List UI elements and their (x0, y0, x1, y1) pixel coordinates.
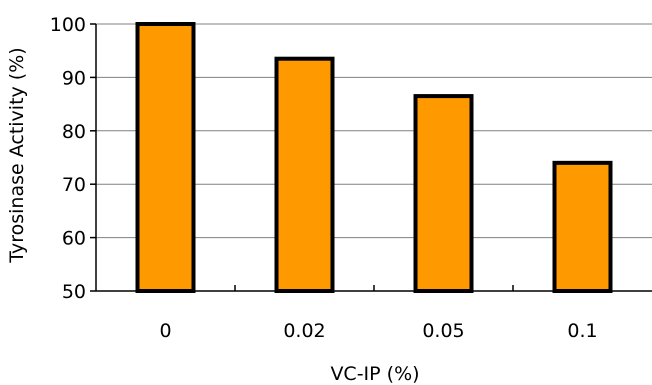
x-tick-label: 0.05 (422, 320, 464, 342)
x-tick-label: 0.02 (283, 320, 325, 342)
axes (90, 23, 652, 292)
y-tick-label: 70 (62, 174, 86, 196)
y-tick-label: 60 (62, 228, 86, 250)
bar-0 (135, 22, 196, 293)
x-tick-label: 0.1 (567, 320, 597, 342)
bars (135, 22, 613, 293)
y-tick-label: 80 (62, 121, 86, 143)
x-axis-label: VC-IP (%) (330, 363, 419, 385)
y-tick-labels: 50 60 70 80 90 100 (50, 14, 86, 303)
bar-0.02 (274, 56, 335, 293)
bar-0.05 (413, 94, 474, 293)
y-tick-label: 100 (50, 14, 86, 36)
y-tick-label: 90 (62, 67, 86, 89)
y-axis-label: Tyrosinase Activity (%) (6, 47, 28, 263)
y-tick-label: 50 (62, 281, 86, 303)
x-tick-labels: 0 0.02 0.05 0.1 (159, 320, 597, 342)
bar-0.1 (552, 160, 613, 293)
x-tick-label: 0 (159, 320, 171, 342)
